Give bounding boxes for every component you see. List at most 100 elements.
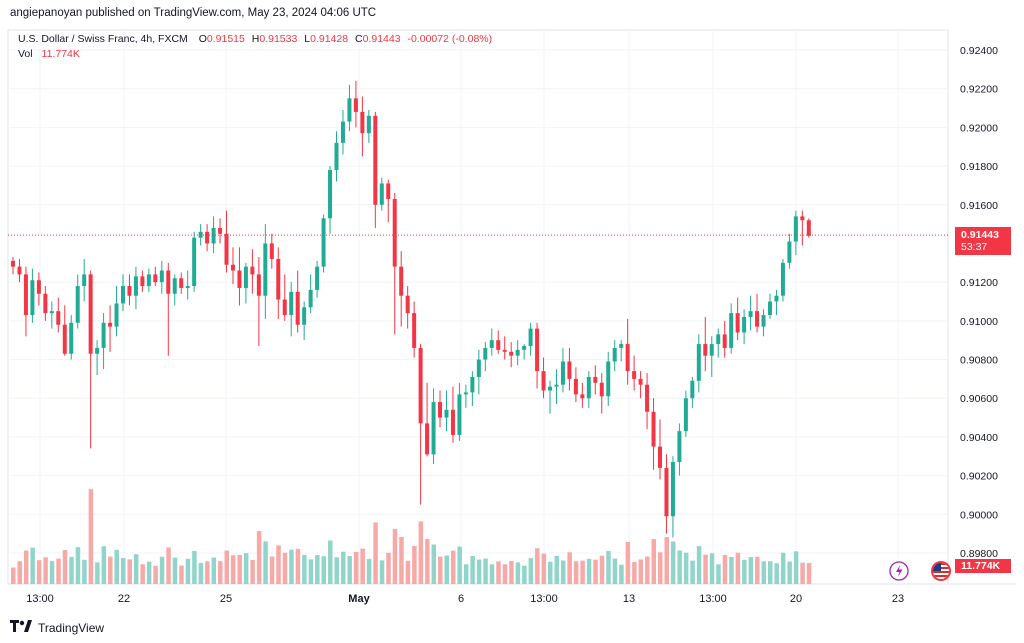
volume-bar	[353, 551, 359, 584]
volume-bar	[651, 539, 657, 584]
candle-body	[159, 270, 164, 283]
candle-body	[224, 233, 229, 265]
candle-body	[269, 243, 274, 259]
candle-body	[95, 347, 100, 354]
volume-bar	[153, 565, 158, 584]
volume-bar	[328, 540, 333, 584]
legend-vol-value: 11.774K	[41, 48, 80, 60]
candle-body	[347, 98, 352, 122]
volume-bar	[755, 556, 760, 584]
candle-body	[69, 322, 74, 354]
candle-body	[308, 289, 313, 308]
candle-body	[755, 311, 760, 327]
candle-body	[108, 322, 113, 327]
candle-body	[140, 276, 145, 287]
legend-vol-label: Vol	[18, 48, 33, 60]
time-tick-label: 13:00	[26, 593, 54, 605]
bar-countdown: 53:37	[961, 241, 988, 254]
candle-body	[276, 258, 281, 300]
volume-bar	[205, 561, 210, 584]
price-tick-label: 0.90200	[960, 471, 998, 483]
volume-bar	[334, 557, 339, 584]
candle-body	[379, 183, 384, 205]
volume-bar	[56, 558, 61, 584]
volume-bar	[670, 541, 676, 584]
candle-body	[619, 344, 624, 348]
volume-bar	[735, 552, 741, 584]
candle-body	[780, 262, 785, 296]
volume-bar	[690, 560, 695, 584]
volume-bar	[625, 541, 631, 584]
candle-body	[302, 307, 307, 325]
volume-bar	[599, 555, 605, 584]
footer-branding[interactable]: ⁠ TradingView	[10, 620, 104, 635]
candlestick-chart[interactable]: 0.92400 0.92200 0.92000 0.91800 0.91600 0.912…	[0, 0, 1024, 610]
candle-body	[489, 340, 494, 348]
volume-bar	[431, 544, 437, 584]
candle-body	[56, 311, 61, 325]
candle-body	[535, 328, 540, 372]
legend-high-label: H	[251, 33, 260, 45]
volume-bar	[159, 556, 165, 584]
legend-ohlc: U.S. Dollar / Swiss Franc, 4h, FXCM O0.9…	[18, 33, 492, 45]
candle-body	[793, 216, 798, 242]
footer-brand: TradingView	[38, 620, 105, 635]
volume-bar	[172, 557, 178, 584]
candle-body	[256, 274, 261, 296]
volume-bar	[806, 563, 812, 584]
price-tick-label: 0.92400	[960, 45, 998, 57]
candle-body	[645, 384, 650, 412]
volume-bar	[230, 555, 236, 584]
events-icon[interactable]	[889, 561, 909, 581]
volume-bar	[386, 552, 391, 584]
volume-bar	[133, 554, 139, 584]
candle-body	[483, 347, 488, 360]
candle-body	[218, 227, 223, 234]
volume-bar	[729, 556, 734, 584]
candle-body	[185, 286, 190, 288]
us-flag-icon[interactable]	[931, 561, 951, 581]
volume-bar	[457, 546, 462, 584]
volume-bar	[683, 552, 689, 584]
volume-bar	[418, 521, 424, 584]
candle-body	[787, 241, 792, 263]
legend-close-value: 0.91443	[362, 33, 401, 45]
candle-body	[101, 322, 106, 348]
candle-body	[179, 278, 184, 288]
volume-bar	[703, 554, 708, 584]
candle-body	[703, 344, 708, 356]
candle-body	[463, 392, 468, 395]
candle-body	[11, 260, 15, 267]
volume-bar	[11, 567, 16, 584]
candle-body	[360, 111, 365, 134]
volume-bar	[560, 560, 566, 584]
candle-body	[386, 183, 391, 199]
candle-body	[295, 291, 300, 325]
volume-bar	[489, 564, 495, 584]
volume-bar	[101, 546, 107, 584]
candle-body	[625, 344, 630, 372]
candle-body	[321, 218, 326, 267]
volume-bar	[567, 552, 572, 584]
candle-body	[114, 303, 119, 327]
candle-body	[250, 266, 255, 275]
volume-bar	[315, 555, 320, 584]
volume-bar	[606, 551, 611, 584]
candles	[11, 80, 811, 538]
candle-body	[735, 313, 740, 333]
volume-bar	[612, 558, 618, 584]
volume-bar	[780, 552, 786, 584]
candle-body	[722, 334, 727, 348]
candle-body	[567, 361, 572, 379]
price-tick-label: 0.90800	[960, 355, 998, 367]
volume-bars	[11, 489, 812, 584]
candle-body	[340, 121, 345, 143]
legend-open-value: 0.91515	[206, 33, 245, 45]
legend-close-label: C	[355, 33, 363, 45]
candle-body	[800, 216, 805, 221]
volume-bar	[722, 554, 728, 584]
volume-bar	[399, 536, 404, 584]
candle-body	[586, 376, 591, 399]
volume-bar	[269, 556, 275, 584]
candle-body	[62, 324, 67, 354]
